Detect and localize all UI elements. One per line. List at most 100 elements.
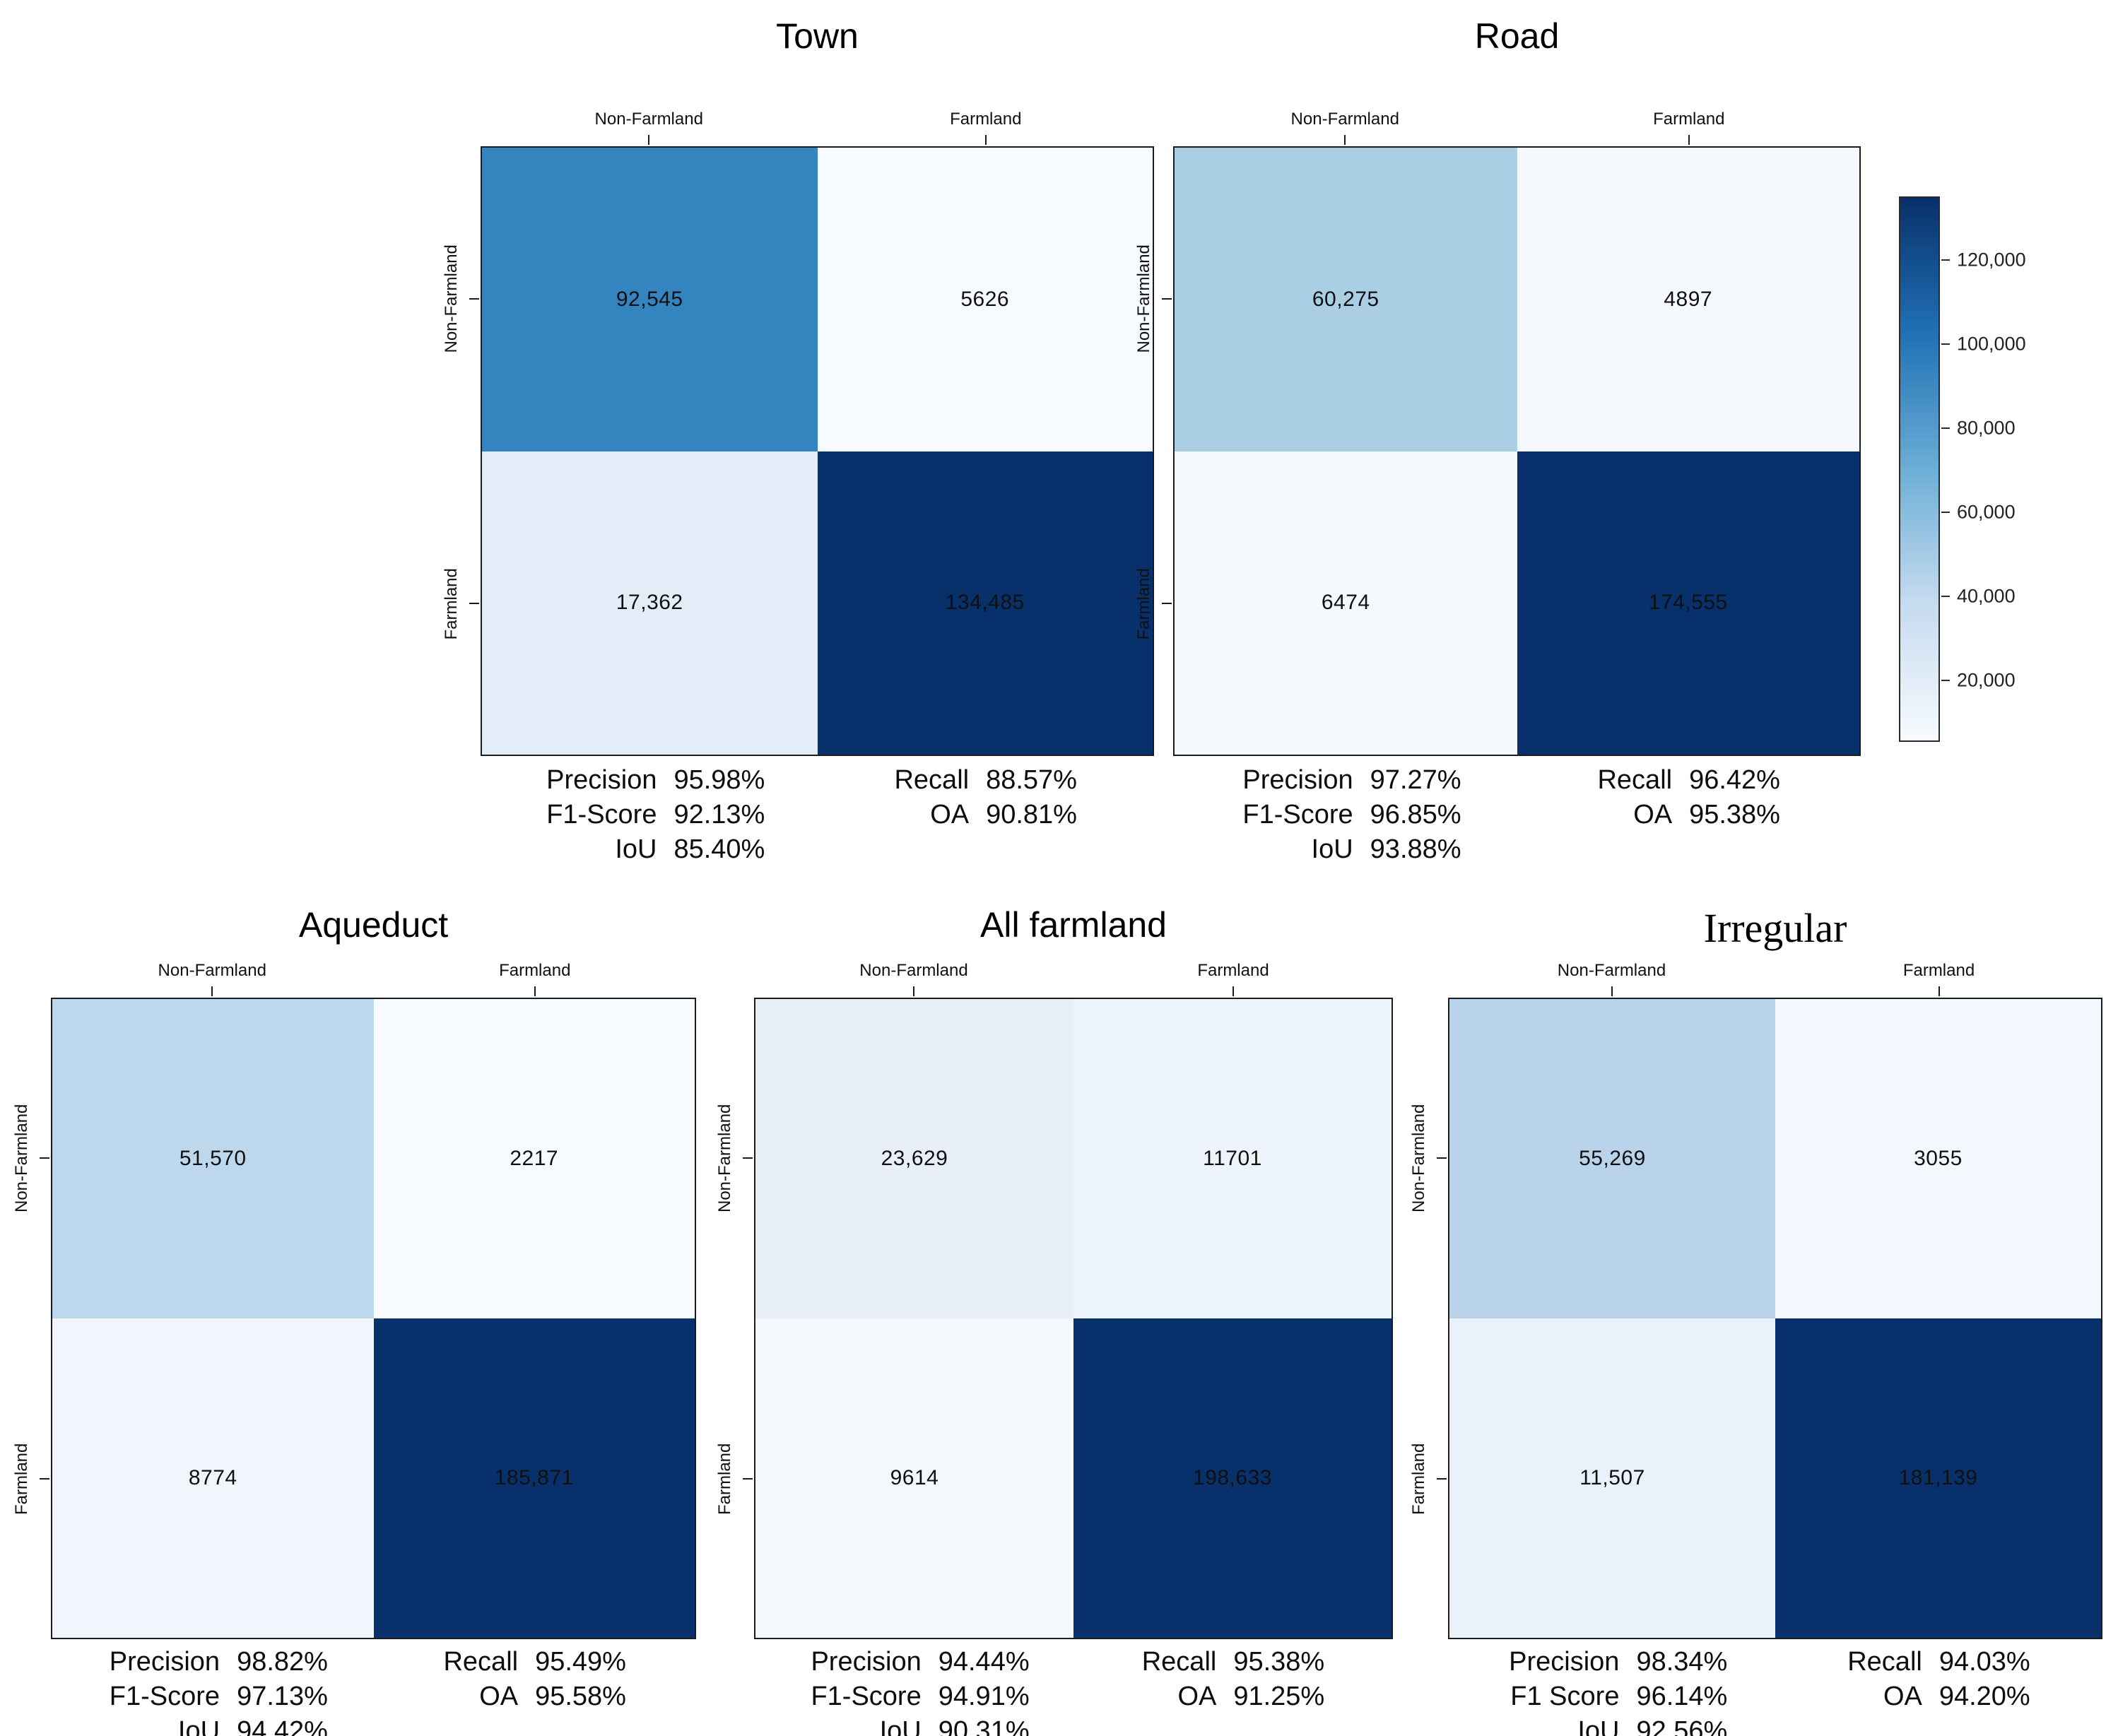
cell-value: 3055 <box>1914 1147 1963 1170</box>
panel-title: Irregular <box>1703 905 1847 951</box>
cell-value: 60,275 <box>1312 287 1379 311</box>
panel-title: Road <box>1474 16 1560 56</box>
cell-value: 55,269 <box>1579 1147 1646 1170</box>
axis-tick <box>1437 1157 1447 1159</box>
row-label-farmland: Farmland <box>1409 1443 1428 1515</box>
metrics-right: Recall 96.42% OA 95.38% <box>1531 763 1847 832</box>
metric-value: 94.20% <box>1938 1682 2030 1711</box>
axis-tick <box>40 1157 49 1159</box>
cell-value: 198,633 <box>1193 1466 1272 1489</box>
axis-tick <box>648 135 650 145</box>
col-label-farmland: Farmland <box>950 110 1022 129</box>
matrix-cell-fp: 5626 <box>817 148 1153 451</box>
col-label-non-farmland: Non-Farmland <box>859 961 968 980</box>
cell-value: 11701 <box>1203 1147 1262 1170</box>
metric-label: Precision <box>811 1647 922 1677</box>
metric-label: OA <box>1177 1682 1217 1711</box>
matrix-cell-tn: 51,570 <box>52 999 374 1318</box>
metric-value: 95.98% <box>673 765 765 795</box>
metric-value: 95.38% <box>1689 800 1780 829</box>
metrics-left: Precision 98.82% F1-Score 97.13% IoU 94.42% <box>64 1645 373 1736</box>
metric-value: 90.81% <box>986 800 1077 829</box>
metric-value: 96.42% <box>1689 765 1780 795</box>
colorbar-gradient <box>1899 196 1940 742</box>
metric-label: OA <box>1633 800 1673 829</box>
colorbar-tick-label: 40,000 <box>1957 585 2016 607</box>
metric-value: 85.40% <box>673 834 765 864</box>
metrics-left: Precision 97.27% F1-Score 96.85% IoU 93.88% <box>1187 763 1517 867</box>
panel-all-farmland: All farmland Non-Farmland Farmland Non-F… <box>715 905 1393 1736</box>
row-label-non-farmland: Non-Farmland <box>1409 1104 1428 1212</box>
heatmap-matrix: 55,269 3055 11,507 181,139 <box>1448 998 2102 1639</box>
cell-value: 9614 <box>890 1466 939 1489</box>
metric-label: Recall <box>1141 1647 1217 1677</box>
matrix-cell-fp: 11701 <box>1073 999 1392 1318</box>
panel-title: Aqueduct <box>298 905 449 945</box>
axis-tick <box>1344 135 1346 145</box>
matrix-cell-tn: 23,629 <box>755 999 1073 1318</box>
colorbar-tick <box>1941 595 1950 597</box>
metric-label: Recall <box>1597 765 1673 795</box>
matrix-cell-fp: 4897 <box>1517 148 1859 451</box>
metric-value: 91.25% <box>1233 1682 1325 1711</box>
matrix-cell-tn: 60,275 <box>1175 148 1517 451</box>
col-label-farmland: Farmland <box>499 961 571 980</box>
cell-value: 2217 <box>510 1147 559 1170</box>
matrix-cell-tp: 174,555 <box>1517 451 1859 755</box>
metric-label: F1-Score <box>811 1682 922 1711</box>
heatmap-matrix: 51,570 2217 8774 185,871 <box>51 998 696 1639</box>
metrics-right: Recall 95.49% OA 95.58% <box>387 1645 683 1714</box>
matrix-cell-tp: 198,633 <box>1073 1318 1392 1638</box>
metric-label: Recall <box>894 765 970 795</box>
metric-value: 97.13% <box>237 1682 328 1711</box>
metric-label: Precision <box>1242 765 1353 795</box>
metric-label: OA <box>930 800 970 829</box>
colorbar-tick-label: 120,000 <box>1957 249 2026 271</box>
metric-label: OA <box>479 1682 519 1711</box>
axis-tick <box>40 1478 49 1480</box>
axis-tick <box>743 1478 753 1480</box>
matrix-cell-fn: 17,362 <box>482 451 818 755</box>
axis-tick <box>743 1157 753 1159</box>
matrix-cell-fn: 8774 <box>52 1318 374 1638</box>
axis-tick <box>534 986 536 996</box>
axis-tick <box>469 603 479 605</box>
colorbar-tick <box>1941 511 1950 513</box>
metric-value: 98.34% <box>1636 1647 1728 1677</box>
heatmap-matrix: 60,275 4897 6474 174,555 <box>1173 146 1861 756</box>
row-label-farmland: Farmland <box>1134 567 1153 639</box>
cell-value: 185,871 <box>494 1466 574 1489</box>
axis-tick <box>1688 135 1690 145</box>
matrix-cell-fp: 3055 <box>1775 999 2101 1318</box>
col-label-farmland: Farmland <box>1902 961 1975 980</box>
colorbar-tick <box>1941 427 1950 430</box>
metrics-left: Precision 94.44% F1-Score 94.91% IoU 90.31% <box>767 1645 1073 1736</box>
row-label-non-farmland: Non-Farmland <box>715 1104 734 1212</box>
metric-label: IoU <box>1311 834 1353 864</box>
metric-label: IoU <box>1577 1716 1620 1736</box>
axis-tick <box>1232 986 1234 996</box>
matrix-cell-fn: 6474 <box>1175 451 1517 755</box>
cell-value: 181,139 <box>1898 1466 1978 1489</box>
row-label-farmland: Farmland <box>12 1443 31 1515</box>
colorbar-tick-label: 80,000 <box>1957 417 2016 439</box>
axis-tick <box>1938 986 1940 996</box>
metrics-left: Precision 95.98% F1-Score 92.13% IoU 85.40% <box>494 763 817 867</box>
cell-value: 5626 <box>960 287 1010 311</box>
cell-value: 51,570 <box>179 1147 247 1170</box>
panel-irregular: Irregular Non-Farmland Farmland Non-Farm… <box>1409 905 2102 1736</box>
colorbar-tick-label: 100,000 <box>1957 333 2026 355</box>
metric-value: 96.14% <box>1636 1682 1728 1711</box>
metric-value: 97.27% <box>1370 765 1461 795</box>
matrix-cell-tp: 134,485 <box>817 451 1153 755</box>
axis-tick <box>1162 297 1172 300</box>
metric-label: IoU <box>879 1716 922 1736</box>
metric-value: 94.42% <box>237 1716 328 1736</box>
col-label-non-farmland: Non-Farmland <box>594 110 703 129</box>
metric-value: 90.31% <box>938 1716 1030 1736</box>
colorbar-tick <box>1941 343 1950 346</box>
metric-label: Recall <box>1847 1647 1922 1677</box>
cell-value: 11,507 <box>1579 1466 1645 1489</box>
metric-label: IoU <box>177 1716 220 1736</box>
